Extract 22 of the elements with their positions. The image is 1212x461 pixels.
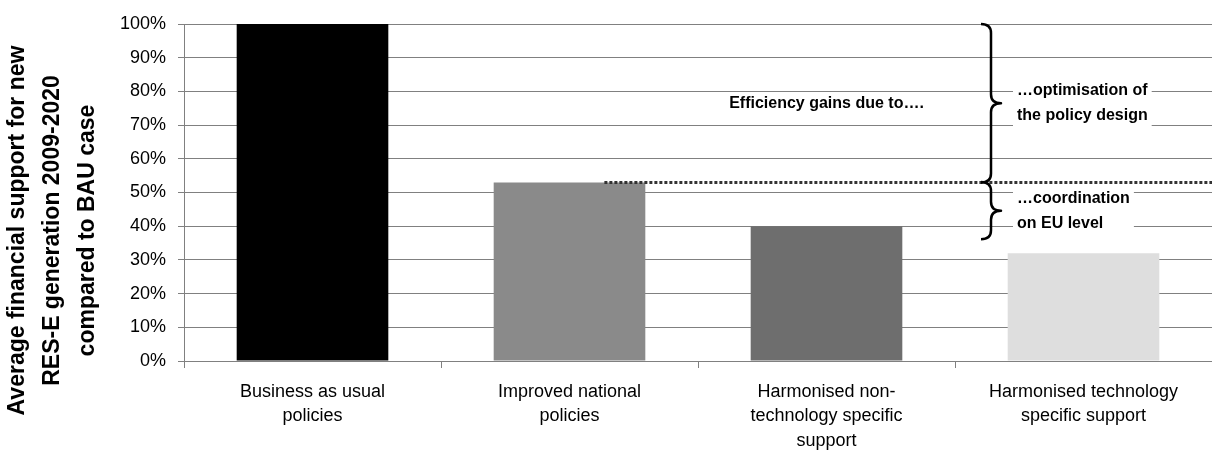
bar	[236, 24, 389, 361]
y-axis-title: Average financial support for new RES-E generation 2009-2020 compared to BAU case	[3, 45, 100, 416]
y-tick-label: 70%	[129, 114, 166, 135]
annotation: Efficiency gains due to….	[729, 93, 924, 111]
x-tick-label: Improved national policies	[497, 381, 642, 426]
y-tick-label: 40%	[129, 215, 166, 236]
y-tick-label: 10%	[129, 316, 166, 337]
y-tick-label: 0%	[139, 349, 166, 370]
bar	[750, 226, 903, 361]
y-tick-label: 100%	[119, 12, 166, 33]
bar	[1007, 253, 1160, 361]
y-tick-label: 90%	[129, 46, 166, 67]
y-tick-label: 20%	[129, 282, 166, 303]
x-tick-label: Business as usual policies	[239, 381, 386, 426]
annotation: …coordination on EU level	[1017, 189, 1130, 231]
annotation: …optimisation of the policy design	[1017, 81, 1149, 123]
x-tick-label: Harmonised non-technology specific support	[750, 381, 903, 450]
y-tick-label: 50%	[129, 181, 166, 202]
y-tick-label: 30%	[129, 248, 166, 269]
y-tick-label: 60%	[129, 147, 166, 168]
x-tick-label: Harmonised technology specific support	[988, 381, 1179, 426]
y-tick-label: 80%	[129, 80, 166, 101]
